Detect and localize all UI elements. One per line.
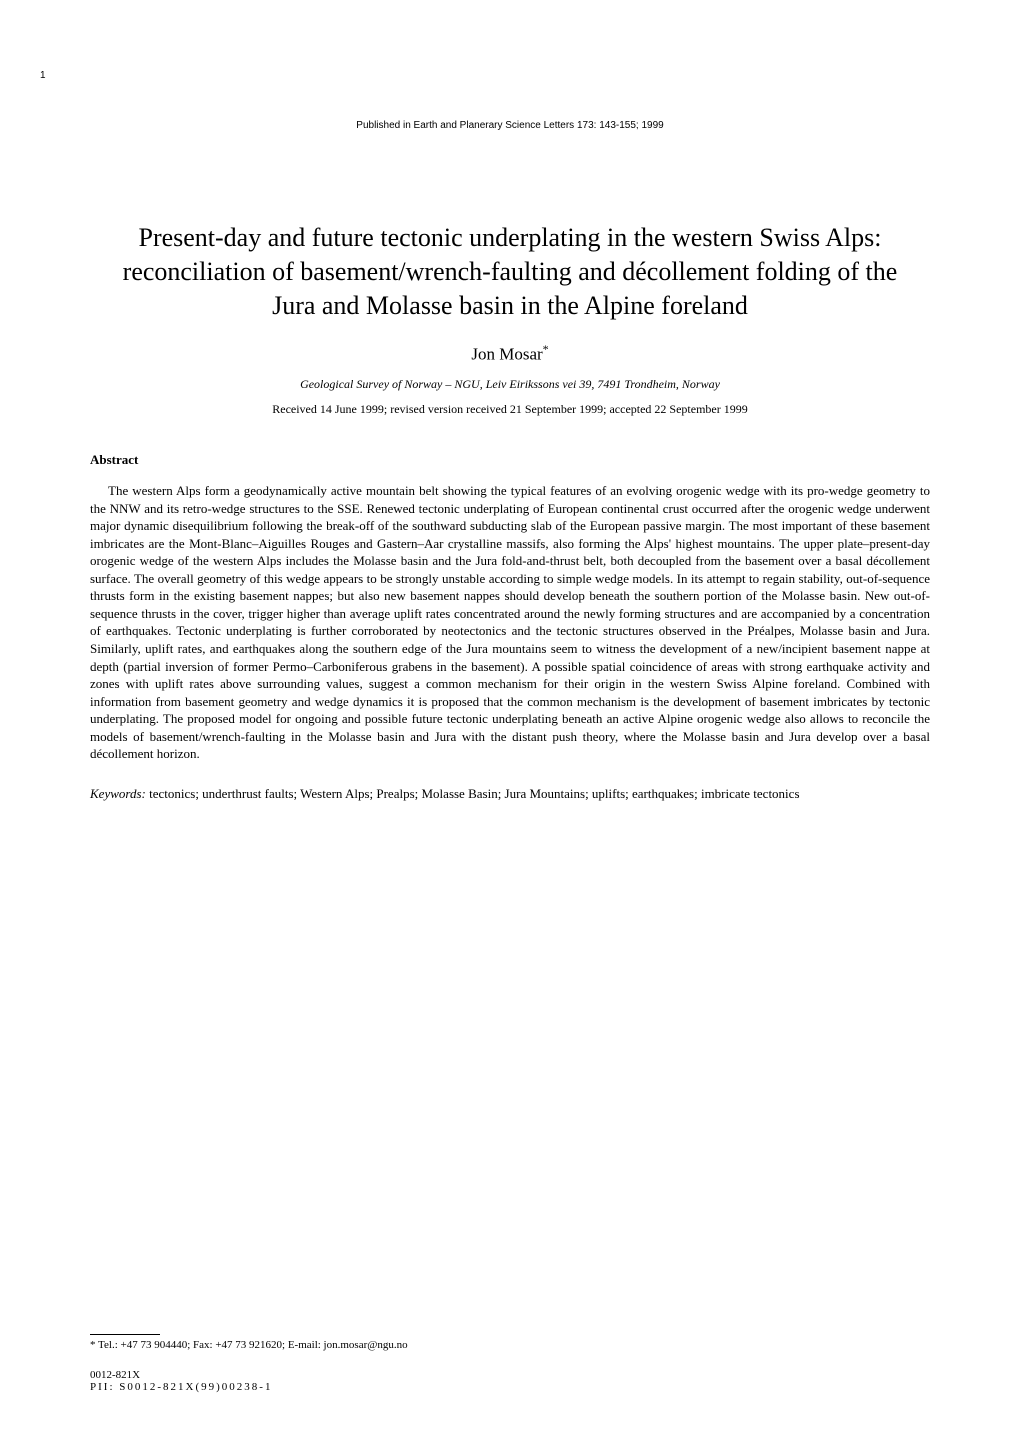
abstract-body: The western Alps form a geodynamically a…	[90, 482, 930, 763]
article-dates: Received 14 June 1999; revised version r…	[90, 402, 930, 417]
abstract-heading: Abstract	[90, 452, 930, 468]
keywords-label: Keywords:	[90, 786, 146, 801]
keywords-text: tectonics; underthrust faults; Western A…	[146, 786, 800, 801]
page-number: 1	[40, 70, 46, 81]
keywords-section: Keywords: tectonics; underthrust faults;…	[90, 785, 930, 803]
footnote-rule	[90, 1334, 160, 1335]
issn-number: 0012-821X	[90, 1369, 930, 1381]
pii-number: PII: S0012-821X(99)00238-1	[90, 1381, 930, 1393]
footnote-section: * Tel.: +47 73 904440; Fax: +47 73 92162…	[90, 1334, 930, 1393]
corresponding-author-footnote: * Tel.: +47 73 904440; Fax: +47 73 92162…	[90, 1339, 930, 1351]
author-text: Jon Mosar	[471, 345, 542, 364]
author-marker: *	[543, 342, 549, 356]
author-name: Jon Mosar*	[90, 342, 930, 365]
publication-info: Published in Earth and Planerary Science…	[90, 120, 930, 131]
article-title: Present-day and future tectonic underpla…	[90, 221, 930, 322]
author-affiliation: Geological Survey of Norway – NGU, Leiv …	[90, 377, 930, 392]
